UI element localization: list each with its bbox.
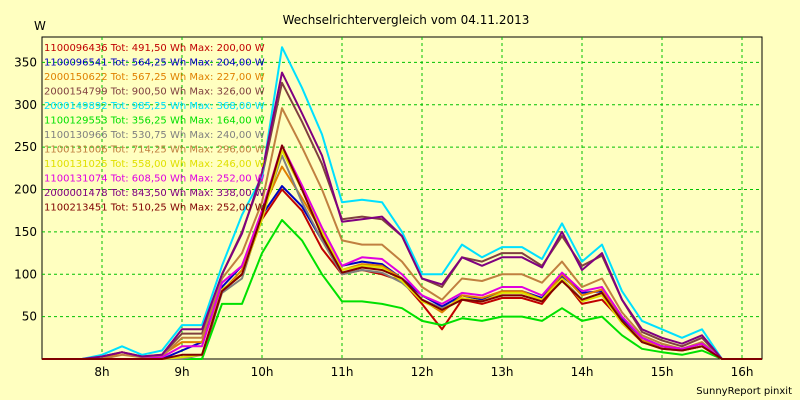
legend-entry-2: 1100096541 Tot: 564,25 Wh Max: 204,00 W	[44, 58, 265, 69]
y-tick-label: 200	[14, 183, 37, 197]
legend-entry-10: 1100131074 Tot: 608,50 Wh Max: 252,00 W	[44, 174, 265, 185]
plot-frame	[41, 36, 763, 360]
series-line-12	[42, 144, 762, 360]
x-tick-label: 9h	[174, 365, 189, 379]
y-tick-label: 50	[22, 310, 37, 324]
legend-entry-9: 1100131025 Tot: 558,00 Wh Max: 246,00 W	[44, 159, 265, 170]
x-tick-label: 11h	[331, 365, 354, 379]
legend-entry-4: 2000154799 Tot: 900,50 Wh Max: 326,00 W	[44, 87, 265, 98]
x-tick-label: 13h	[491, 365, 514, 379]
legend-entry-6: 1100129553 Tot: 356,25 Wh Max: 164,00 W	[44, 116, 265, 127]
x-tick-label: 12h	[411, 365, 434, 379]
legend-entry-1: 1100096436 Tot: 491,50 Wh Max: 200,00 W	[44, 43, 265, 54]
series-line-5	[42, 46, 762, 360]
y-tick-label: 300	[14, 98, 37, 112]
legend-entry-7: 1100130966 Tot: 530,75 Wh Max: 240,00 W	[44, 130, 265, 141]
legend-entry-11: 2000001478 Tot: 843,50 Wh Max: 338,00 W	[44, 188, 265, 199]
legend-entry-3: 2000150622 Tot: 567,25 Wh Max: 227,00 W	[44, 72, 265, 83]
y-tick-label: 350	[14, 55, 37, 69]
legend-entry-8: 1100131006 Tot: 714,25 Wh Max: 296,00 W	[44, 145, 265, 156]
plot-area: 8h 9h 10h 11h 12h 13h 14h 15h 16h 50 100 150 200 250 3…	[14, 36, 763, 379]
y-tick-label: 100	[14, 267, 37, 281]
footer-credit: SunnyReport pinxit	[696, 386, 792, 397]
chart-title: Wechselrichtervergleich vom 04.11.2013	[283, 13, 530, 27]
legend-entry-5: 2000149892 Tot: 985,25 Wh Max: 368,00 W	[44, 101, 265, 112]
x-tick-label: 10h	[251, 365, 274, 379]
legend-entry-12: 1100213451 Tot: 510,25 Wh Max: 252,00 W	[44, 203, 265, 214]
series-line-10	[42, 144, 762, 360]
x-tick-label: 8h	[94, 365, 109, 379]
x-tick-label: 16h	[731, 365, 754, 379]
y-tick-label: 150	[14, 225, 37, 239]
y-axis-label: W	[34, 19, 46, 33]
x-tick-label: 14h	[571, 365, 594, 379]
series-line-11	[42, 71, 762, 360]
x-tick-label: 15h	[651, 365, 674, 379]
y-tick-label: 250	[14, 140, 37, 154]
